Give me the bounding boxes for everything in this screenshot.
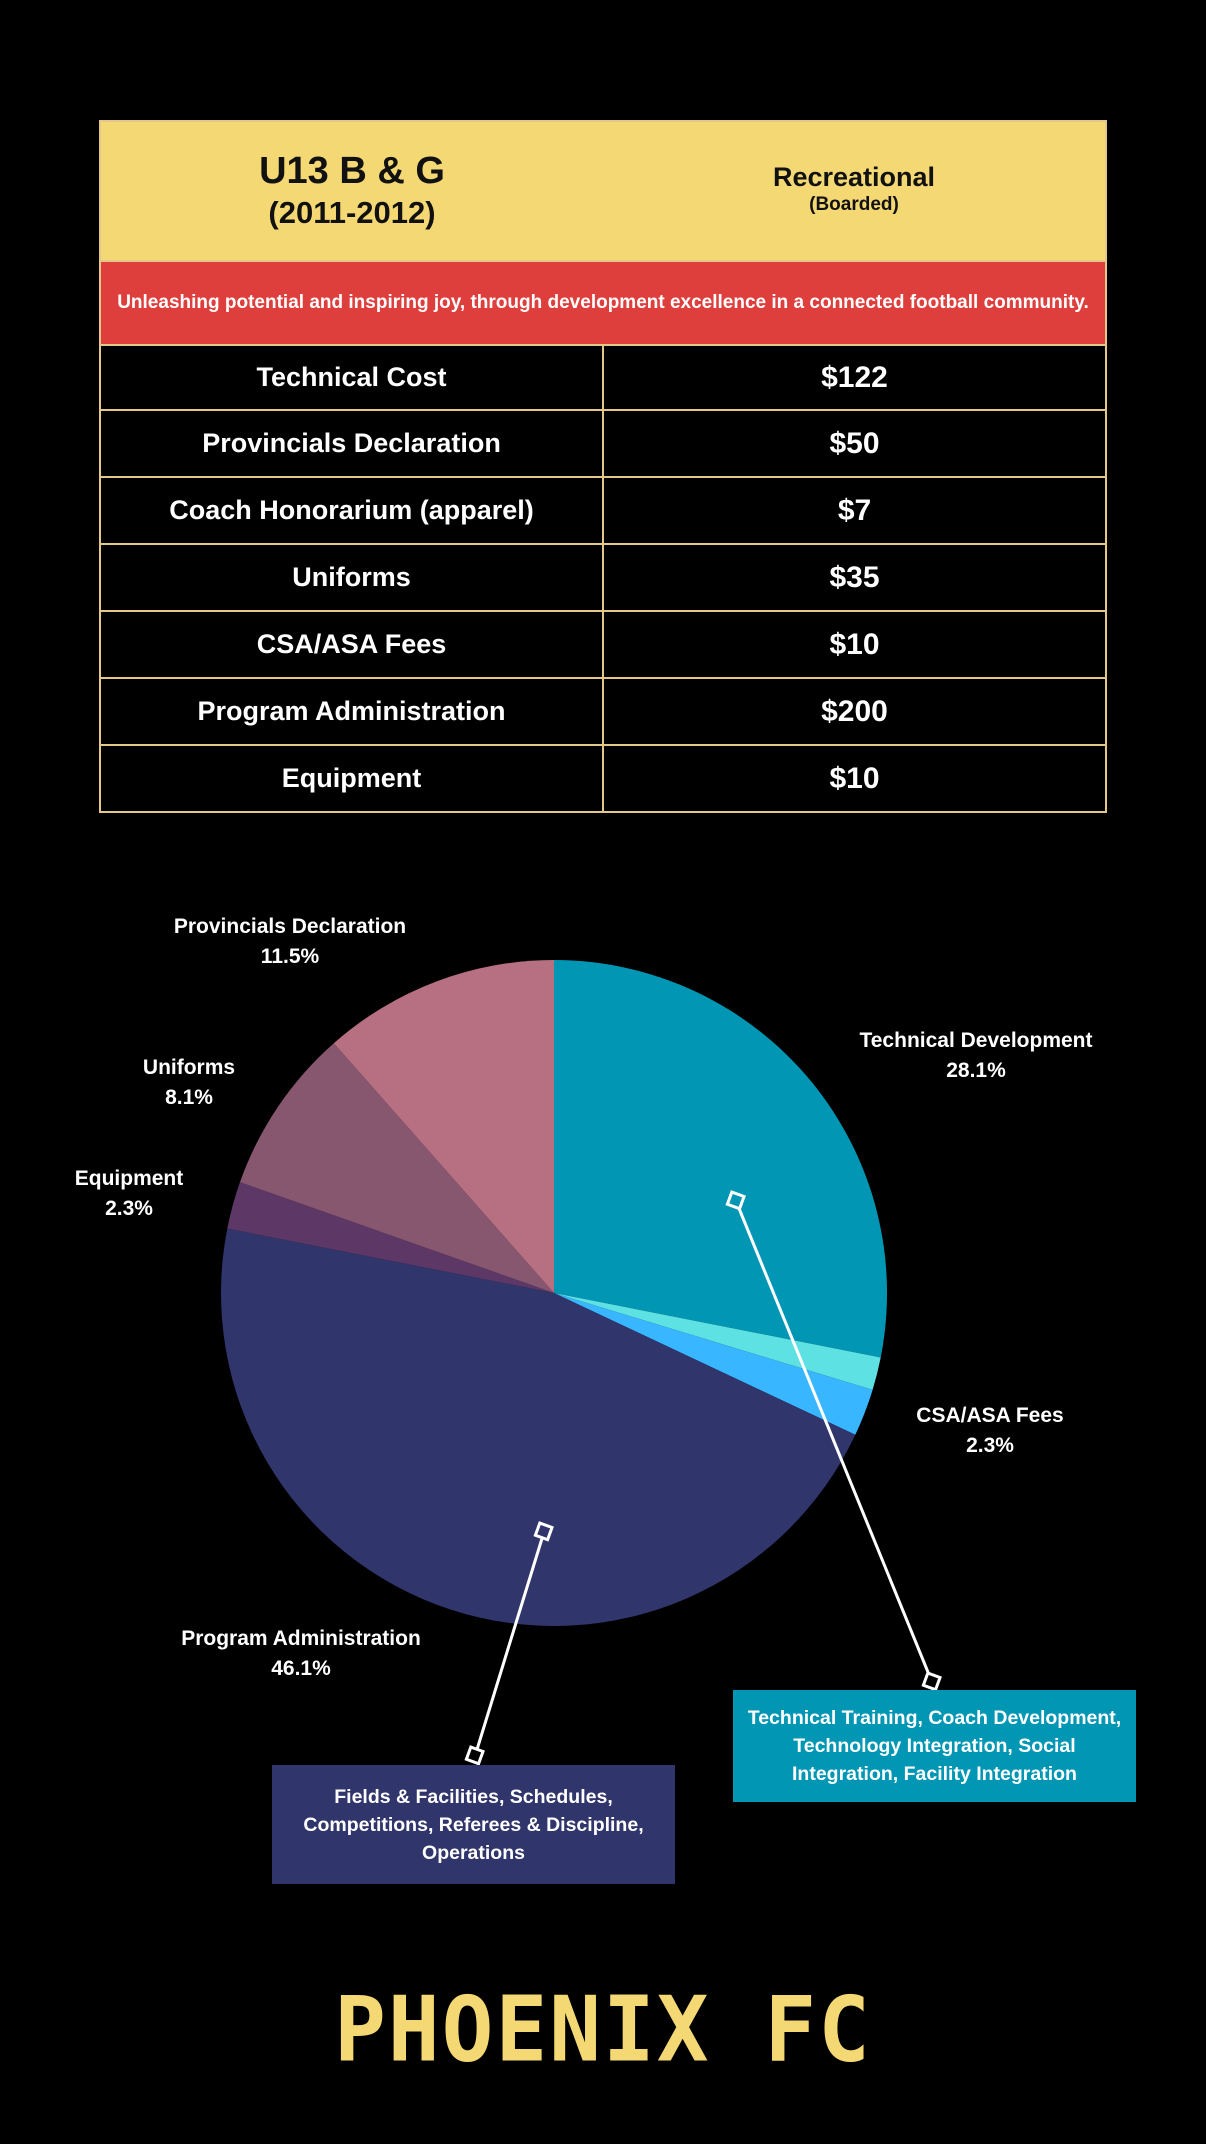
club-logo-text: PHOENIX FC <box>334 1977 872 2083</box>
slice-label-csa-asa-fees: CSA/ASA Fees <box>916 1404 1063 1427</box>
mission-statement: Unleashing potential and inspiring joy, … <box>99 262 1107 344</box>
callout-technical-development: Technical Training, Coach Development, T… <box>733 1690 1136 1802</box>
cost-value: $35 <box>829 560 880 594</box>
slice-labels: Technical Development 28.1% CSA/ASA Fees… <box>75 915 1093 1680</box>
cost-value: $7 <box>837 493 872 527</box>
pie-slices <box>220 960 887 1627</box>
club-logo: PHOENIX FC <box>0 1978 1206 2083</box>
pie-slice-equipment <box>227 1182 554 1293</box>
slice-label-equipment: Equipment <box>75 1167 184 1190</box>
cost-label: Equipment <box>101 746 604 811</box>
pie-slice-csa-asa-fees <box>554 1293 873 1435</box>
slice-label-technical-development: Technical Development <box>859 1029 1092 1052</box>
table-row: Program Administration $200 <box>99 679 1107 746</box>
cost-label: CSA/ASA Fees <box>101 612 604 677</box>
pie-slice-technical-development <box>554 960 887 1358</box>
callout-connectors <box>464 1190 942 1766</box>
cost-value: $10 <box>829 627 880 661</box>
callout-marker-admin-end <box>464 1745 485 1766</box>
program-type: Recreational <box>772 162 936 192</box>
table-row: Coach Honorarium (apparel) $7 <box>99 478 1107 545</box>
cost-value: $122 <box>821 360 888 394</box>
cost-label: Technical Cost <box>101 346 604 409</box>
cost-value: $50 <box>829 426 880 460</box>
callout-marker-technical-start <box>725 1190 746 1211</box>
slice-label-program-administration: Program Administration <box>181 1627 421 1650</box>
callout-program-administration: Fields & Facilities, Schedules, Competit… <box>272 1765 675 1884</box>
slice-pct-equipment: 2.3% <box>105 1197 153 1220</box>
cost-value: $10 <box>829 761 880 795</box>
cost-label: Uniforms <box>101 545 604 610</box>
callout-marker-technical-end <box>921 1671 942 1692</box>
cost-label: Provincials Declaration <box>101 411 604 476</box>
slice-label-uniforms: Uniforms <box>143 1056 235 1079</box>
team-name: U13 B & G <box>259 150 445 192</box>
pie-slice-provincials-declaration <box>333 960 554 1293</box>
callout-line-administration <box>473 1531 546 1757</box>
pie-slice-unlabeled-1 <box>554 1293 881 1390</box>
team-years: (2011-2012) <box>268 195 436 230</box>
slice-pct-uniforms: 8.1% <box>165 1086 213 1109</box>
cost-value: $200 <box>821 694 888 728</box>
fee-table: U13 B & G (2011-2012) Recreational (Boar… <box>99 120 1107 813</box>
program-subtype: (Boarded) <box>809 194 899 215</box>
table-row: Uniforms $35 <box>99 545 1107 612</box>
program-info: Recreational (Boarded) <box>603 122 1105 260</box>
cost-label: Program Administration <box>101 679 604 744</box>
slice-pct-program-administration: 46.1% <box>271 1657 331 1680</box>
cost-label: Coach Honorarium (apparel) <box>101 478 604 543</box>
callout-marker-admin-start <box>533 1521 554 1542</box>
slice-pct-technical-development: 28.1% <box>946 1059 1006 1082</box>
team-info: U13 B & G (2011-2012) <box>101 122 603 260</box>
slice-pct-provincials-declaration: 11.5% <box>261 945 320 968</box>
pie-slice-program-administration <box>220 1228 856 1627</box>
table-row: Technical Cost $122 <box>99 344 1107 411</box>
slice-pct-csa-asa-fees: 2.3% <box>966 1434 1014 1457</box>
slice-label-provincials-declaration: Provincials Declaration <box>174 915 406 938</box>
table-row: Equipment $10 <box>99 746 1107 813</box>
table-row: Provincials Declaration $50 <box>99 411 1107 478</box>
table-row: CSA/ASA Fees $10 <box>99 612 1107 679</box>
table-header: U13 B & G (2011-2012) Recreational (Boar… <box>99 120 1107 262</box>
callout-line-technical <box>734 1200 934 1683</box>
pie-slice-uniforms <box>239 1043 555 1293</box>
cost-rows: Technical Cost $122 Provincials Declarat… <box>99 344 1107 813</box>
